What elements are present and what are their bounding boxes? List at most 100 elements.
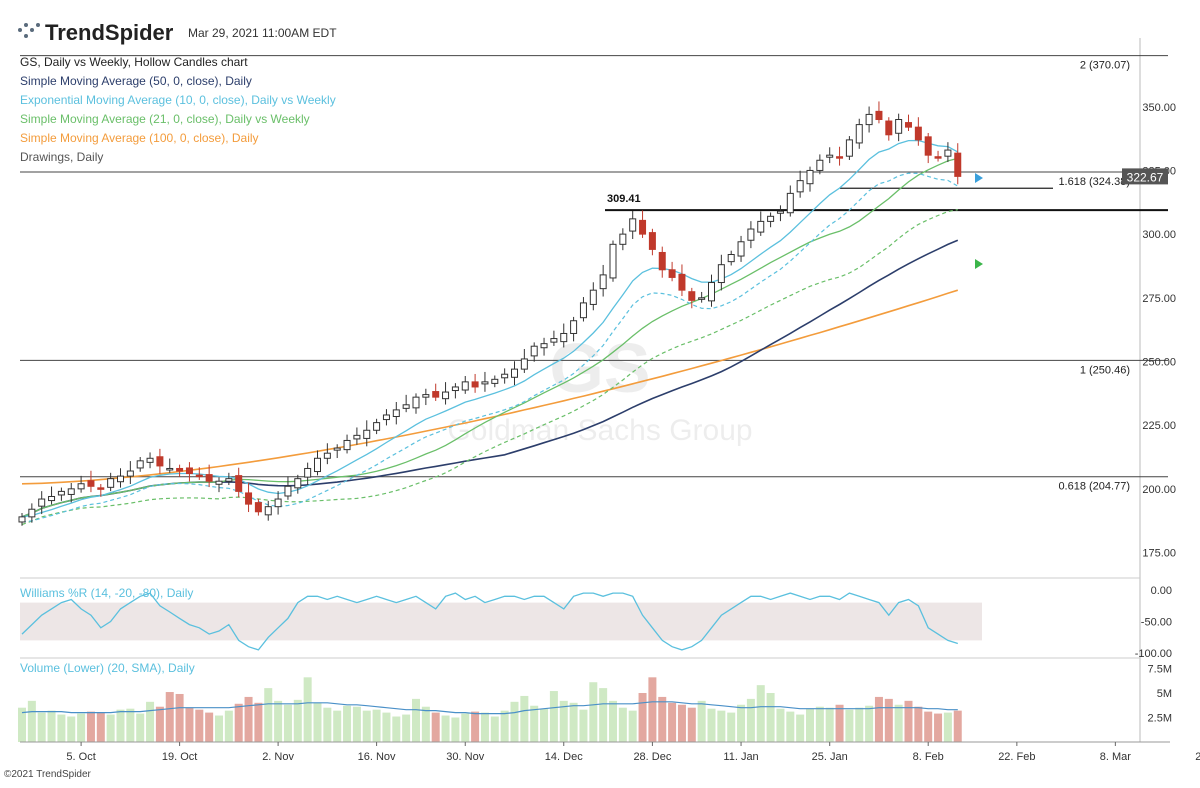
- volume-bar: [274, 700, 283, 742]
- volume-bar: [244, 696, 253, 742]
- candle-body: [944, 149, 952, 157]
- volume-bar: [264, 688, 273, 742]
- candle-body: [343, 439, 351, 451]
- volume-bar: [894, 704, 903, 742]
- volume-bar: [27, 700, 36, 742]
- volume-bar: [806, 708, 814, 742]
- legend-sma100: Simple Moving Average (100, 0, close), D…: [20, 131, 259, 145]
- volume-bar: [412, 698, 420, 742]
- candle-body: [727, 254, 735, 263]
- price-axis: 175.00200.00225.00250.00275.00300.00325.…: [1122, 102, 1176, 560]
- williams-band: [20, 602, 982, 641]
- candle-body: [87, 480, 95, 487]
- volume-bar: [106, 714, 115, 742]
- candle-body: [156, 456, 164, 467]
- volume-bar: [510, 701, 519, 742]
- volume-bar: [638, 693, 647, 742]
- candle-body: [471, 381, 479, 388]
- williams-line: [21, 592, 958, 651]
- ema10-line: [21, 139, 959, 518]
- candle-body: [412, 396, 420, 409]
- volume-bar: [293, 699, 302, 742]
- candle-body: [333, 447, 341, 451]
- candle-body: [648, 232, 656, 250]
- volume-bar: [421, 706, 430, 742]
- candle-body: [826, 154, 834, 158]
- y-tick-label: 350.00: [1142, 102, 1176, 114]
- volume-bar: [283, 704, 292, 742]
- volume-bar: [855, 707, 864, 742]
- volume-bar: [697, 700, 706, 742]
- candle-body: [461, 381, 469, 391]
- candle-body: [875, 110, 883, 121]
- legend-drawings: Drawings, Daily: [20, 150, 103, 164]
- candle-body: [451, 386, 459, 392]
- candle-body: [353, 434, 361, 440]
- volume-bar: [825, 707, 834, 742]
- y-tick-label: 275.00: [1142, 293, 1176, 305]
- candle-body: [954, 152, 962, 177]
- candle-body: [845, 139, 853, 157]
- volume-bar: [904, 700, 913, 742]
- volume-bar: [86, 711, 95, 742]
- candle-body: [77, 483, 85, 490]
- x-tick-label: 19. Oct: [162, 751, 197, 763]
- legend: GS, Daily vs Weekly, Hollow Candles char…: [20, 55, 336, 164]
- candle-body: [579, 302, 587, 319]
- volume-bar: [323, 707, 332, 742]
- candle-body: [786, 192, 794, 214]
- candle-body: [402, 404, 410, 409]
- volume-bar: [618, 707, 627, 742]
- candle-body: [166, 467, 174, 471]
- volume-bar: [471, 711, 480, 742]
- legend-ema10: Exponential Moving Average (10, 0, close…: [20, 93, 336, 107]
- volume-bar: [451, 717, 460, 742]
- volume-bar: [96, 712, 105, 742]
- volume-bar: [845, 709, 854, 742]
- x-tick-label: 11. Jan: [723, 751, 758, 763]
- volume-bar: [874, 696, 883, 742]
- volume-bar: [815, 706, 824, 742]
- x-tick-label: 5. Oct: [66, 751, 95, 763]
- volume-bar: [884, 698, 893, 742]
- candle-body: [934, 156, 942, 159]
- volume-bar: [609, 700, 617, 742]
- x-tick-label: 8. Mar: [1100, 751, 1132, 763]
- time-axis: 5. Oct 19. Oct 2. Nov 16. Nov 30. Nov 14. Dec…: [66, 742, 1200, 763]
- volume-bar: [461, 713, 470, 742]
- candle-body: [107, 478, 115, 488]
- y-tick-label: 200.00: [1142, 484, 1176, 496]
- williams-tick: -100.00: [1135, 648, 1172, 660]
- volume-bar: [372, 709, 381, 742]
- volume-bar: [77, 713, 86, 742]
- candle-body: [481, 381, 489, 385]
- signal-marker: [975, 259, 983, 269]
- x-tick-label: 25. Jan: [812, 751, 848, 763]
- candle-body: [254, 502, 262, 513]
- volume-tick: 5M: [1157, 688, 1172, 700]
- candle-body: [225, 478, 233, 482]
- volume-bar: [126, 708, 135, 742]
- candle-body: [264, 506, 272, 516]
- candle-body: [382, 414, 390, 421]
- candle-body: [855, 124, 863, 144]
- candle-body: [97, 487, 105, 490]
- volume-bar: [234, 703, 243, 742]
- candle-body: [530, 345, 538, 357]
- candle-body: [373, 422, 381, 431]
- volume-bar: [559, 700, 568, 742]
- candle-body: [609, 243, 617, 279]
- moving-averages: [21, 139, 983, 526]
- volume-bar: [47, 710, 56, 742]
- candle-body: [67, 488, 75, 495]
- candle-body: [816, 159, 824, 171]
- volume-bar: [865, 705, 874, 742]
- volume-bar: [333, 710, 342, 742]
- volume-bar: [362, 710, 371, 742]
- volume-bar: [520, 695, 529, 742]
- volume-bar: [835, 704, 844, 742]
- candle-body: [658, 251, 666, 271]
- volume-bar: [540, 708, 549, 742]
